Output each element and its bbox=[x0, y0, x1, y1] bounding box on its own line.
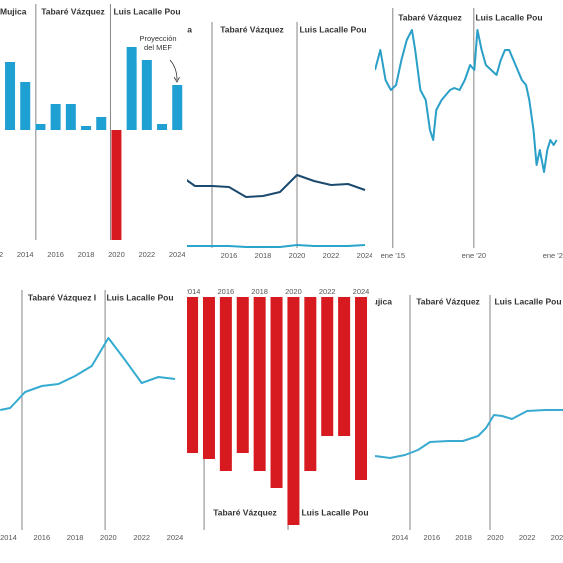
x-tick-label: ene '15 bbox=[381, 251, 405, 260]
x-tick-label: 2012 bbox=[0, 250, 3, 259]
x-tick-label: 2022 bbox=[133, 533, 150, 542]
bar bbox=[236, 297, 249, 453]
era-label: Tabaré Vázquez bbox=[220, 24, 284, 34]
x-tick-label: 2022 bbox=[319, 287, 336, 296]
line-series bbox=[375, 29, 558, 173]
bar bbox=[187, 297, 199, 453]
x-tick-label: 2022 bbox=[139, 250, 156, 259]
panel: 2012 2014 2016 2018 2020 2022 2024 Mujica Tabaré… bbox=[0, 4, 186, 259]
x-tick-label: 2016 bbox=[221, 251, 238, 260]
bar bbox=[157, 124, 168, 130]
x-tick-label: 2022 bbox=[519, 533, 536, 542]
panel: 2014 2016 2018 2020 2022 2024 Tabaré Vázquez Lu… bbox=[184, 287, 370, 530]
x-tick-label: 2020 bbox=[100, 533, 117, 542]
era-label: Tabaré Vázquez bbox=[416, 296, 480, 306]
bar bbox=[65, 104, 76, 130]
era-label: Luis Lacalle Pou bbox=[113, 6, 180, 16]
panel: 2014 2016 2018 2020 2022 2024 Mujica Tabaré Váz… bbox=[366, 295, 563, 542]
x-tick-label: 2024 bbox=[357, 251, 374, 260]
bar bbox=[338, 297, 351, 436]
panel: ene '15 ene '20 ene '25 Tabaré Vázquez Luis … bbox=[375, 8, 563, 260]
bar bbox=[287, 297, 300, 525]
x-tick-label: 2014 bbox=[0, 533, 17, 542]
x-tick-label: 2022 bbox=[323, 251, 340, 260]
x-tick-label: 2024 bbox=[551, 533, 563, 542]
x-tick-label: ene '25 bbox=[543, 251, 563, 260]
x-tick-label: 2024 bbox=[169, 250, 186, 259]
x-tick-label: 2016 bbox=[47, 250, 64, 259]
x-tick-label: 2016 bbox=[33, 533, 50, 542]
x-tick-label: 2014 bbox=[184, 287, 201, 296]
era-label: Mujica bbox=[166, 24, 193, 34]
x-tick-label: 2020 bbox=[487, 533, 504, 542]
era-label: Luis Lacalle Pou bbox=[494, 296, 561, 306]
bar bbox=[172, 85, 183, 130]
line-series bbox=[0, 337, 176, 411]
bar bbox=[141, 60, 152, 130]
x-tick-label: 2020 bbox=[108, 250, 125, 259]
bar bbox=[96, 117, 107, 130]
x-tick-label: 2020 bbox=[289, 251, 306, 260]
x-tick-label: 2018 bbox=[251, 287, 268, 296]
era-label: Mujica bbox=[366, 296, 393, 306]
era-label: Luis Lacalle Pou bbox=[299, 24, 366, 34]
bar bbox=[270, 297, 283, 488]
era-label: Tabaré Vázquez I bbox=[28, 292, 96, 302]
bar bbox=[202, 297, 215, 459]
bar bbox=[219, 297, 232, 471]
x-tick-label: 2018 bbox=[455, 533, 472, 542]
era-label: Luis Lacalle Pou bbox=[475, 12, 542, 22]
bar bbox=[355, 297, 368, 480]
line-series bbox=[187, 244, 366, 248]
era-label: Mujica bbox=[0, 6, 27, 16]
bar bbox=[20, 82, 31, 130]
era-label: Luis Lacalle Pou bbox=[106, 292, 173, 302]
bar bbox=[81, 126, 92, 130]
bar bbox=[50, 104, 61, 130]
bar bbox=[35, 124, 46, 130]
era-label: Luis Lacalle Pou bbox=[301, 507, 368, 517]
x-tick-label: 2014 bbox=[17, 250, 34, 259]
x-tick-label: 2016 bbox=[218, 287, 235, 296]
x-tick-label: 2018 bbox=[78, 250, 95, 259]
line-series bbox=[187, 174, 366, 198]
bar bbox=[253, 297, 266, 471]
bar bbox=[126, 47, 137, 130]
x-tick-label: 2020 bbox=[285, 287, 302, 296]
panel: 2016 2018 2020 2022 2024 Mujica Tabaré Vázquez… bbox=[166, 22, 374, 260]
x-tick-label: 2016 bbox=[423, 533, 440, 542]
x-tick-label: ene '20 bbox=[462, 251, 486, 260]
era-label: Tabaré Vázquez bbox=[398, 12, 462, 22]
x-tick-label: 2014 bbox=[392, 533, 409, 542]
bar bbox=[111, 130, 122, 240]
note-arrowhead bbox=[173, 76, 180, 83]
x-tick-label: 2018 bbox=[67, 533, 84, 542]
bar bbox=[5, 62, 16, 130]
bar bbox=[304, 297, 317, 471]
line-series bbox=[375, 409, 563, 459]
x-tick-label: 2018 bbox=[255, 251, 272, 260]
x-tick-label: 2024 bbox=[167, 533, 184, 542]
note: Proyección del MEF bbox=[139, 34, 177, 52]
x-tick-label: 2024 bbox=[353, 287, 370, 296]
note-arrow bbox=[169, 59, 178, 81]
panel: 2014 2016 2018 2020 2022 2024 Tabaré Vázquez I… bbox=[0, 290, 183, 542]
era-label: Tabaré Vázquez bbox=[41, 6, 105, 16]
bar bbox=[321, 297, 334, 436]
era-label: Tabaré Vázquez bbox=[213, 507, 277, 517]
note-box: Proyección del MEF bbox=[139, 34, 177, 52]
